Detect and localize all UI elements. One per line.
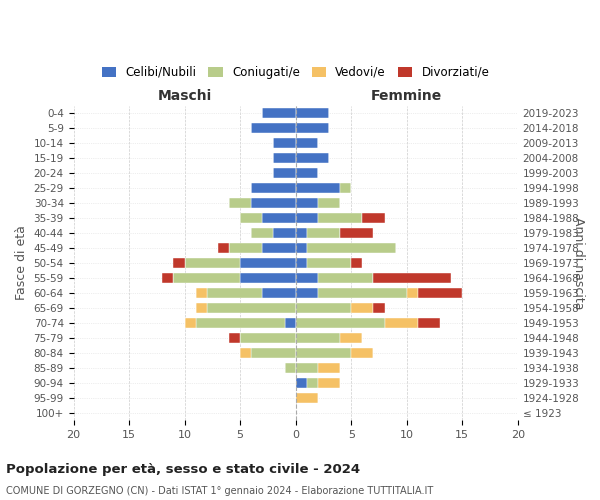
Bar — [284, 318, 296, 328]
Text: Maschi: Maschi — [157, 88, 212, 102]
Bar — [318, 213, 362, 224]
Bar — [318, 272, 373, 283]
Bar — [251, 228, 274, 238]
Bar — [173, 272, 240, 283]
Bar — [373, 302, 385, 313]
Bar — [296, 348, 351, 358]
Bar — [218, 243, 229, 254]
Text: COMUNE DI GORZEGNO (CN) - Dati ISTAT 1° gennaio 2024 - Elaborazione TUTTITALIA.I: COMUNE DI GORZEGNO (CN) - Dati ISTAT 1° … — [6, 486, 433, 496]
Bar — [407, 288, 418, 298]
Bar — [251, 348, 296, 358]
Bar — [262, 288, 296, 298]
Bar — [418, 318, 440, 328]
Bar — [274, 153, 296, 164]
Bar — [296, 138, 318, 148]
Bar — [340, 228, 373, 238]
Bar — [318, 362, 340, 373]
Bar — [318, 288, 407, 298]
Bar — [251, 183, 296, 194]
Bar — [318, 198, 340, 208]
Bar — [229, 198, 251, 208]
Bar — [296, 153, 329, 164]
Bar — [340, 332, 362, 343]
Bar — [240, 272, 296, 283]
Bar — [240, 213, 262, 224]
Bar — [207, 288, 262, 298]
Bar — [240, 332, 296, 343]
Bar — [296, 362, 318, 373]
Bar — [307, 378, 318, 388]
Bar — [207, 302, 296, 313]
Bar — [351, 258, 362, 268]
Bar — [274, 138, 296, 148]
Bar — [240, 258, 296, 268]
Bar — [307, 228, 340, 238]
Bar — [296, 108, 329, 118]
Bar — [296, 332, 340, 343]
Text: Femmine: Femmine — [371, 88, 442, 102]
Bar — [296, 272, 318, 283]
Bar — [229, 243, 262, 254]
Bar — [251, 198, 296, 208]
Bar — [185, 318, 196, 328]
Bar — [418, 288, 462, 298]
Bar — [385, 318, 418, 328]
Bar — [296, 288, 318, 298]
Bar — [173, 258, 185, 268]
Bar — [196, 288, 207, 298]
Bar — [296, 258, 307, 268]
Bar — [296, 168, 318, 178]
Bar — [163, 272, 173, 283]
Bar — [296, 228, 307, 238]
Bar — [296, 213, 318, 224]
Bar — [351, 302, 373, 313]
Bar — [251, 123, 296, 134]
Bar — [196, 318, 284, 328]
Bar — [296, 198, 318, 208]
Bar — [262, 108, 296, 118]
Bar — [196, 302, 207, 313]
Y-axis label: Fasce di età: Fasce di età — [15, 226, 28, 300]
Bar — [340, 183, 351, 194]
Bar — [296, 392, 318, 403]
Bar — [185, 258, 240, 268]
Bar — [274, 168, 296, 178]
Bar — [307, 258, 351, 268]
Bar — [229, 332, 240, 343]
Bar — [296, 378, 307, 388]
Y-axis label: Anni di nascita: Anni di nascita — [572, 216, 585, 309]
Bar — [296, 123, 329, 134]
Bar — [262, 243, 296, 254]
Bar — [351, 348, 373, 358]
Bar — [296, 302, 351, 313]
Bar — [362, 213, 385, 224]
Bar — [296, 183, 340, 194]
Bar — [307, 243, 395, 254]
Legend: Celibi/Nubili, Coniugati/e, Vedovi/e, Divorziati/e: Celibi/Nubili, Coniugati/e, Vedovi/e, Di… — [97, 62, 494, 84]
Bar — [318, 378, 340, 388]
Text: Popolazione per età, sesso e stato civile - 2024: Popolazione per età, sesso e stato civil… — [6, 462, 360, 475]
Bar — [274, 228, 296, 238]
Bar — [240, 348, 251, 358]
Bar — [296, 318, 385, 328]
Bar — [296, 243, 307, 254]
Bar — [284, 362, 296, 373]
Bar — [373, 272, 451, 283]
Bar — [262, 213, 296, 224]
